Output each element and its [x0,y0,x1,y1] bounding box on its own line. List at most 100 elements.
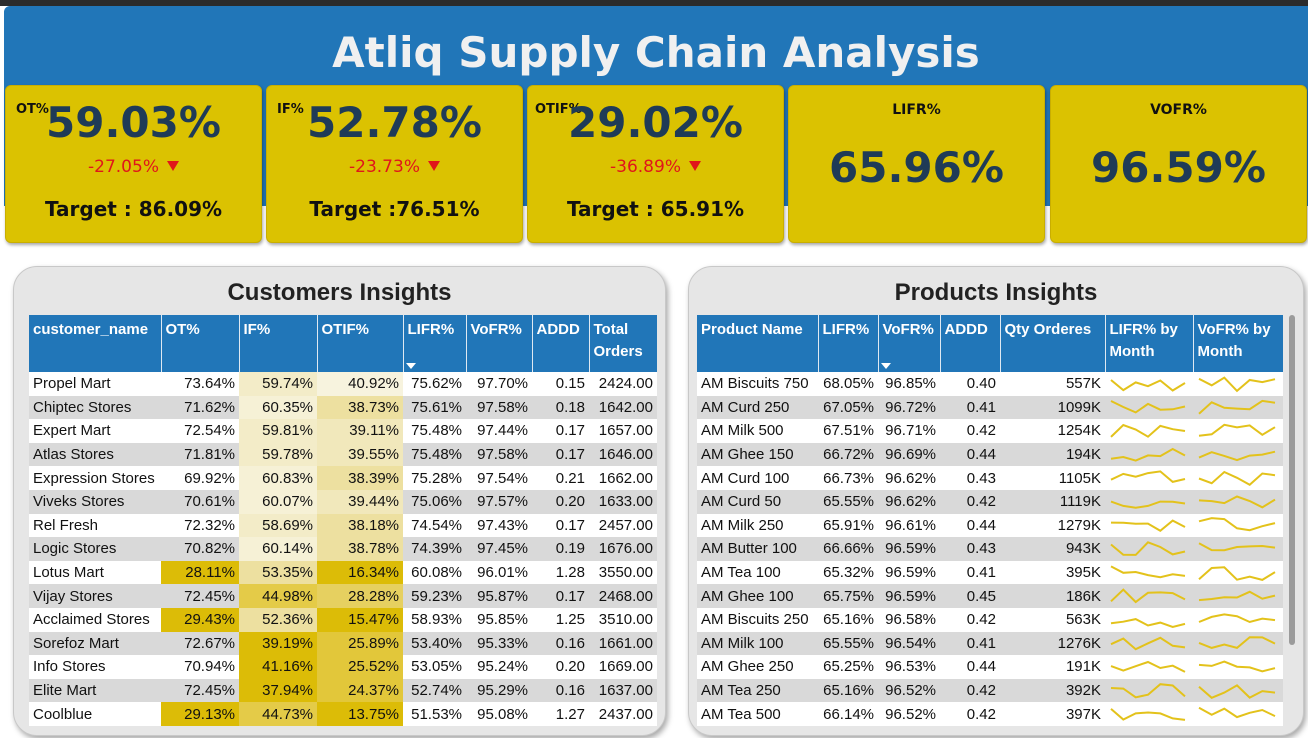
table-cell-qty-orderes: 191K [1000,655,1105,679]
table-cell-addd: 0.41 [940,631,1000,656]
table-row[interactable]: AM Biscuits 250 65.16% 96.58% 0.42 563K [697,607,1283,632]
table-row[interactable]: AM Tea 250 65.16% 96.52% 0.42 392K [697,678,1283,703]
column-header-addd[interactable]: ADDD [940,315,1001,372]
table-cell-addd: 0.40 [940,372,1000,396]
table-cell-vofr: 96.62% [878,466,940,490]
table-cell-vofr: 96.54% [878,631,940,656]
table-row[interactable]: AM Ghee 100 65.75% 96.59% 0.45 186K [697,584,1283,608]
table-cell-product-name: AM Milk 100 [697,631,818,656]
column-header-vofr-by-month[interactable]: VoFR% by Month [1193,315,1283,372]
table-cell-ot: 70.94% [161,655,239,679]
column-header-lifr[interactable]: LIFR% [818,315,879,372]
table-row[interactable]: Chiptec Stores 71.62% 60.35% 38.73% 75.61% 97… [29,395,657,420]
table-cell-addd: 0.17 [532,584,589,608]
table-cell-lifr: 75.62% [403,372,466,396]
table-cell-vofr: 96.62% [878,489,940,514]
table-cell-lifr: 53.40% [403,631,466,656]
table-cell-product-name: AM Curd 250 [697,395,818,420]
kpi-card-ot[interactable]: OT% 59.03% -27.05% Target : 86.09% [5,85,262,243]
table-cell-addd: 0.20 [532,655,589,679]
kpi-change: -36.89% [528,157,783,177]
lifr-sparkline [1105,702,1193,726]
column-header-otif[interactable]: OTIF% [317,315,404,372]
table-cell-ot: 69.92% [161,466,239,490]
sort-desc-icon[interactable] [880,363,891,369]
table-cell-total-orders: 1662.00 [589,466,657,490]
table-row[interactable]: AM Ghee 150 66.72% 96.69% 0.44 194K [697,442,1283,467]
table-cell-otif: 38.18% [317,513,403,538]
table-cell-customer-name: Info Stores [29,655,161,679]
table-row[interactable]: Expert Mart 72.54% 59.81% 39.11% 75.48% 97.44… [29,419,657,443]
table-cell-product-name: AM Curd 100 [697,466,818,490]
table-row[interactable]: Elite Mart 72.45% 37.94% 24.37% 52.74% 95.29%… [29,678,657,703]
table-row[interactable]: AM Curd 100 66.73% 96.62% 0.43 1105K [697,466,1283,490]
table-cell-total-orders: 3510.00 [589,607,657,632]
table-row[interactable]: AM Milk 500 67.51% 96.71% 0.42 1254K [697,419,1283,443]
table-row[interactable]: AM Curd 250 67.05% 96.72% 0.41 1099K [697,395,1283,420]
column-header-vofr[interactable]: VoFR% [466,315,533,372]
column-header-product-name[interactable]: Product Name [697,315,819,372]
kpi-card-lifr[interactable]: LIFR% 65.96% [788,85,1045,243]
table-cell-otif: 38.78% [317,537,403,561]
table-row[interactable]: Sorefoz Mart 72.67% 39.19% 25.89% 53.40% 95.3… [29,631,657,656]
table-row[interactable]: AM Tea 500 66.14% 96.52% 0.42 397K [697,702,1283,726]
table-row[interactable]: AM Ghee 250 65.25% 96.53% 0.44 191K [697,655,1283,679]
table-cell-qty-orderes: 1279K [1000,513,1105,538]
table-row[interactable]: AM Milk 250 65.91% 96.61% 0.44 1279K [697,513,1283,538]
table-cell-addd: 0.17 [532,419,589,443]
table-row[interactable]: Lotus Mart 28.11% 53.35% 16.34% 60.08% 96.01%… [29,560,657,585]
table-cell-product-name: AM Butter 100 [697,537,818,561]
kpi-value: 29.02% [568,98,743,147]
table-row[interactable]: Expression Stores 69.92% 60.83% 38.39% 75.28… [29,466,657,490]
table-row[interactable]: Viveks Stores 70.61% 60.07% 39.44% 75.06% 97.… [29,489,657,514]
table-cell-addd: 0.44 [940,442,1000,467]
table-row[interactable]: AM Butter 100 66.66% 96.59% 0.43 943K [697,537,1283,561]
table-row[interactable]: AM Curd 50 65.55% 96.62% 0.42 1119K [697,489,1283,514]
vertical-scrollbar[interactable] [1289,315,1295,645]
column-header-customer-name[interactable]: customer_name [29,315,162,372]
column-header-if[interactable]: IF% [239,315,318,372]
table-cell-vofr: 95.29% [466,678,532,703]
kpi-label: OTIF% [535,102,582,117]
table-cell-vofr: 96.61% [878,513,940,538]
table-row[interactable]: AM Biscuits 750 68.05% 96.85% 0.40 557K [697,372,1283,396]
column-header-vofr[interactable]: VoFR% [878,315,941,372]
kpi-card-otif[interactable]: OTIF% 29.02% -36.89% Target : 65.91% [527,85,784,243]
column-header-lifr-by-month[interactable]: LIFR% by Month [1105,315,1194,372]
table-row[interactable]: Rel Fresh 72.32% 58.69% 38.18% 74.54% 97.43% 0… [29,513,657,538]
kpi-card-if[interactable]: IF% 52.78% -23.73% Target :76.51% [266,85,523,243]
table-cell-lifr: 75.28% [403,466,466,490]
table-cell-otif: 39.11% [317,419,403,443]
table-cell-vofr: 97.57% [466,489,532,514]
table-row[interactable]: Propel Mart 73.64% 59.74% 40.92% 75.62% 97.70… [29,372,657,396]
column-header-ot[interactable]: OT% [161,315,240,372]
table-cell-lifr: 68.05% [818,372,878,396]
table-row[interactable]: AM Milk 100 65.55% 96.54% 0.41 1276K [697,631,1283,656]
table-row[interactable]: Atlas Stores 71.81% 59.78% 39.55% 75.48% 97.5… [29,442,657,467]
table-cell-if: 37.94% [239,678,317,703]
table-row[interactable]: Acclaimed Stores 29.43% 52.36% 15.47% 58.93%… [29,607,657,632]
table-row[interactable]: Vijay Stores 72.45% 44.98% 28.28% 59.23% 95.8… [29,584,657,608]
vofr-sparkline [1193,395,1283,420]
kpi-card-vofr[interactable]: VOFR% 96.59% [1050,85,1307,243]
kpi-value: 52.78% [307,98,482,147]
column-header-lifr[interactable]: LIFR% [403,315,467,372]
table-cell-vofr: 97.43% [466,513,532,538]
table-cell-if: 41.16% [239,655,317,679]
table-row[interactable]: AM Tea 100 65.32% 96.59% 0.41 395K [697,560,1283,585]
column-header-total-orders[interactable]: Total Orders [589,315,657,372]
table-cell-lifr: 67.51% [818,419,878,443]
sort-desc-icon[interactable] [405,363,416,369]
column-header-addd[interactable]: ADDD [532,315,590,372]
table-cell-qty-orderes: 397K [1000,702,1105,726]
table-cell-qty-orderes: 1276K [1000,631,1105,656]
table-cell-vofr: 95.08% [466,702,532,726]
table-cell-otif: 13.75% [317,702,403,726]
table-row[interactable]: Info Stores 70.94% 41.16% 25.52% 53.05% 95.24… [29,655,657,679]
table-cell-customer-name: Coolblue [29,702,161,726]
table-row[interactable]: Coolblue 29.13% 44.73% 13.75% 51.53% 95.08% 1.… [29,702,657,726]
table-cell-qty-orderes: 1254K [1000,419,1105,443]
table-cell-lifr: 60.08% [403,560,466,585]
column-header-qty-orderes[interactable]: Qty Orderes [1000,315,1106,372]
table-row[interactable]: Logic Stores 70.82% 60.14% 38.78% 74.39% 97.4… [29,537,657,561]
